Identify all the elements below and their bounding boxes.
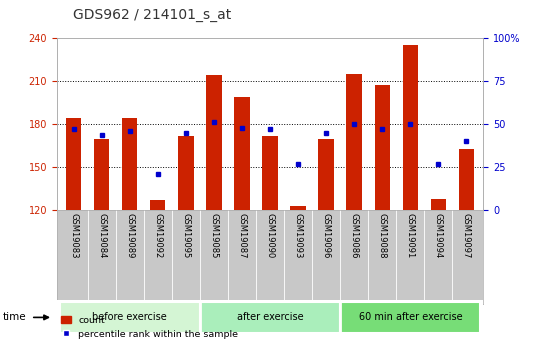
Bar <box>347 74 362 210</box>
Text: GSM19086: GSM19086 <box>350 213 359 259</box>
Bar <box>431 199 446 210</box>
Bar <box>122 118 137 210</box>
Text: time: time <box>3 313 26 322</box>
Bar <box>291 206 306 210</box>
Bar <box>319 139 334 210</box>
Text: GSM19090: GSM19090 <box>266 213 274 258</box>
Bar <box>234 97 249 210</box>
Text: GSM19088: GSM19088 <box>378 213 387 259</box>
Text: GSM19091: GSM19091 <box>406 213 415 258</box>
Bar <box>262 136 278 210</box>
Bar <box>66 118 81 210</box>
Text: GSM19092: GSM19092 <box>153 213 162 258</box>
Legend: count, percentile rank within the sample: count, percentile rank within the sample <box>62 316 239 338</box>
Bar <box>403 45 418 210</box>
Text: GDS962 / 214101_s_at: GDS962 / 214101_s_at <box>73 8 231 22</box>
Text: GSM19096: GSM19096 <box>322 213 330 259</box>
Bar <box>150 200 165 210</box>
Text: GSM19089: GSM19089 <box>125 213 134 259</box>
Text: GSM19083: GSM19083 <box>69 213 78 259</box>
Text: GSM19097: GSM19097 <box>462 213 471 259</box>
Bar <box>59 302 200 333</box>
Bar <box>200 302 340 333</box>
Text: GSM19095: GSM19095 <box>181 213 190 258</box>
Text: 60 min after exercise: 60 min after exercise <box>359 312 462 322</box>
Text: before exercise: before exercise <box>92 312 167 322</box>
Text: GSM19085: GSM19085 <box>210 213 218 259</box>
Bar <box>206 75 221 210</box>
Bar <box>178 136 193 210</box>
Text: GSM19093: GSM19093 <box>294 213 302 259</box>
Bar <box>459 149 474 210</box>
Text: GSM19094: GSM19094 <box>434 213 443 258</box>
Text: GSM19087: GSM19087 <box>238 213 246 259</box>
Bar <box>375 85 390 210</box>
Text: GSM19084: GSM19084 <box>97 213 106 259</box>
Bar <box>340 302 481 333</box>
Bar <box>94 139 109 210</box>
Text: after exercise: after exercise <box>237 312 303 322</box>
